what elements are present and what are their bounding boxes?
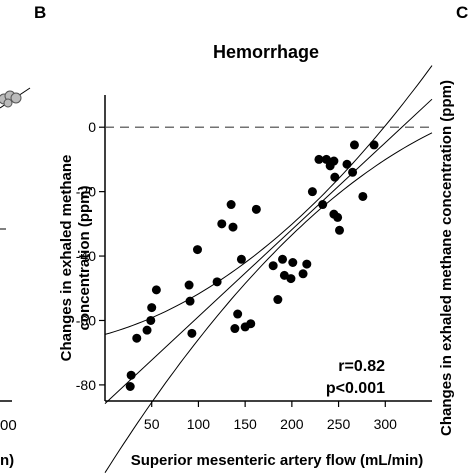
x-tick-label: 100 bbox=[187, 416, 211, 432]
axes bbox=[104, 95, 432, 402]
data-point bbox=[286, 274, 296, 284]
data-point bbox=[233, 309, 243, 319]
data-point bbox=[307, 187, 317, 197]
data-point bbox=[217, 219, 227, 229]
x-tick-label: 150 bbox=[233, 416, 257, 432]
data-point bbox=[230, 324, 240, 334]
data-point bbox=[226, 200, 236, 210]
right-panel-y-axis-label: Changes in exhaled methane concentration… bbox=[438, 80, 455, 436]
y-tick-label: -80 bbox=[76, 377, 96, 393]
regression-line bbox=[104, 98, 433, 404]
y-tick-label: -20 bbox=[76, 184, 96, 200]
data-point bbox=[329, 156, 339, 166]
data-point bbox=[212, 277, 222, 287]
y-axis-label-line-2: concentration (ppm) bbox=[76, 185, 93, 330]
data-point bbox=[314, 154, 324, 164]
panel-letter-c: C bbox=[456, 3, 468, 22]
data-point bbox=[236, 254, 246, 264]
data-point bbox=[302, 259, 312, 269]
data-point bbox=[142, 325, 152, 335]
data-point bbox=[369, 140, 379, 150]
data-point bbox=[333, 212, 343, 222]
annotation-r: r=0.82 bbox=[338, 358, 385, 375]
data-point bbox=[251, 204, 261, 214]
left-fragment-point bbox=[10, 92, 22, 104]
data-point bbox=[318, 200, 328, 210]
data-points bbox=[125, 140, 379, 392]
data-point bbox=[146, 315, 156, 325]
x-tick-label: 250 bbox=[327, 416, 351, 432]
annotation-p: p<0.001 bbox=[326, 380, 385, 397]
y-axis-label-line-1: Changes in exhaled methane bbox=[58, 155, 75, 362]
data-point bbox=[185, 296, 195, 306]
data-point bbox=[288, 257, 298, 267]
x-tick-label: 200 bbox=[280, 416, 304, 432]
data-point bbox=[126, 370, 136, 380]
data-point bbox=[348, 167, 358, 177]
lower-confidence-band bbox=[104, 132, 433, 473]
left-panel-fragment: 00 n) bbox=[0, 87, 31, 469]
y-tick-label: 0 bbox=[88, 119, 96, 135]
data-point bbox=[349, 140, 359, 150]
data-point bbox=[273, 295, 283, 305]
data-point bbox=[342, 159, 352, 169]
data-point bbox=[184, 280, 194, 290]
x-tick-label: 300 bbox=[374, 416, 398, 432]
data-point bbox=[187, 328, 197, 338]
y-axis-label: Changes in exhaled methane concentration… bbox=[58, 155, 93, 362]
x-tick-label: 50 bbox=[144, 416, 160, 432]
data-point bbox=[330, 172, 340, 182]
data-point bbox=[151, 285, 161, 295]
x-axis-label: Superior mesenteric artery flow (mL/min) bbox=[131, 452, 424, 469]
ticks: 50 100 150 200 250 300 0 -20 -40 -60 -80 bbox=[76, 119, 397, 432]
left-fragment-axis-label: n) bbox=[0, 452, 14, 469]
data-point bbox=[335, 225, 345, 235]
data-point bbox=[246, 319, 256, 329]
data-point bbox=[132, 333, 142, 343]
left-fragment-tick-label: 00 bbox=[0, 417, 17, 434]
data-point bbox=[228, 222, 238, 232]
chart-title: Hemorrhage bbox=[213, 42, 319, 62]
data-point bbox=[358, 191, 368, 201]
regression-lines bbox=[104, 65, 433, 473]
data-point bbox=[147, 303, 157, 313]
y-tick-label: -40 bbox=[76, 248, 96, 264]
data-point bbox=[298, 269, 308, 279]
upper-confidence-band bbox=[104, 65, 433, 335]
data-point bbox=[278, 254, 288, 264]
data-point bbox=[268, 261, 278, 271]
y-tick-label: -60 bbox=[76, 312, 96, 328]
data-point bbox=[192, 245, 202, 255]
data-point bbox=[125, 382, 135, 392]
left-fragment-point bbox=[3, 98, 13, 108]
panel-letter-b: B bbox=[34, 3, 46, 22]
